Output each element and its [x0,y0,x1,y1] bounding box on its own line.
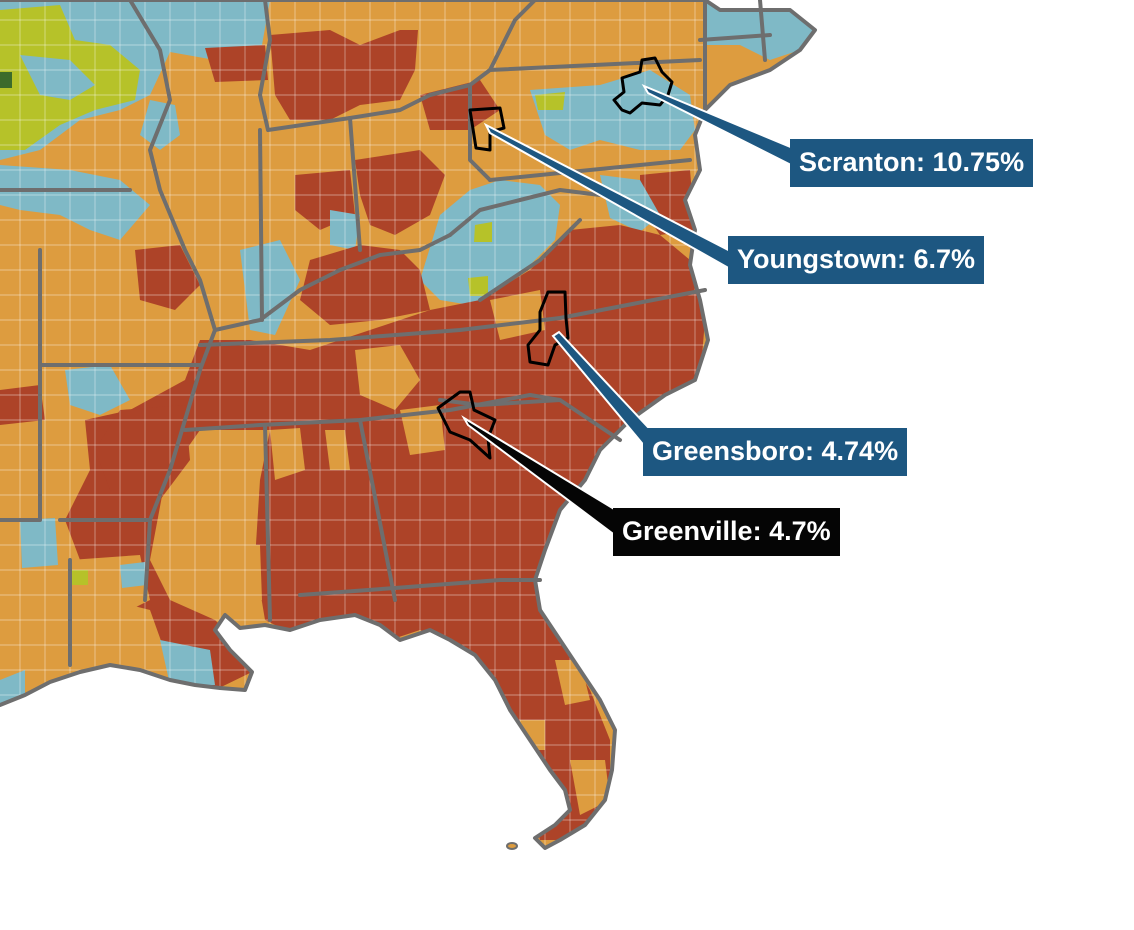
region-low-north-2 [20,55,95,100]
region-low-newengland [705,0,815,60]
region-low-texas [20,518,58,568]
region-high-indiana-ohio [355,150,445,235]
callout-label-greenville: Greenville: 4.7% [613,508,840,556]
region-mid-ga [400,405,445,455]
region-mid-al-2 [325,430,350,470]
region-mid-tn [355,345,420,410]
region-mid-ms [220,545,262,600]
leader-lines [461,83,802,538]
island-speck [506,842,518,850]
region-low-wv [420,180,560,305]
region-extreme-spot [0,72,12,88]
region-low-la-2 [120,562,147,588]
region-high-michigan [270,30,418,120]
callout-label-greensboro: Greensboro: 4.74% [643,428,908,476]
region-high-missouri [135,245,200,310]
state-borders [0,0,817,850]
callout-label-youngstown: Youngstown: 6.7% [728,236,985,284]
region-lowest-wv-2 [468,276,488,296]
region-high-kentucky [300,245,430,325]
region-lowest-wv-1 [474,222,492,242]
region-high-lakeshore [205,45,268,82]
region-mid-fl-tip [570,760,610,815]
region-lowest-la [72,570,88,585]
region-mid-al [270,428,305,480]
metro-outline-greenville [436,390,497,460]
callout-label-scranton: Scranton: 10.75% [790,139,1034,187]
region-low-la-coast [160,640,215,685]
region-low-ms-river [65,365,130,415]
region-mid-nc [490,290,545,340]
region-low-iowa [0,165,150,240]
metro-outline-greensboro [526,290,570,367]
region-lowest-pa [535,92,565,110]
